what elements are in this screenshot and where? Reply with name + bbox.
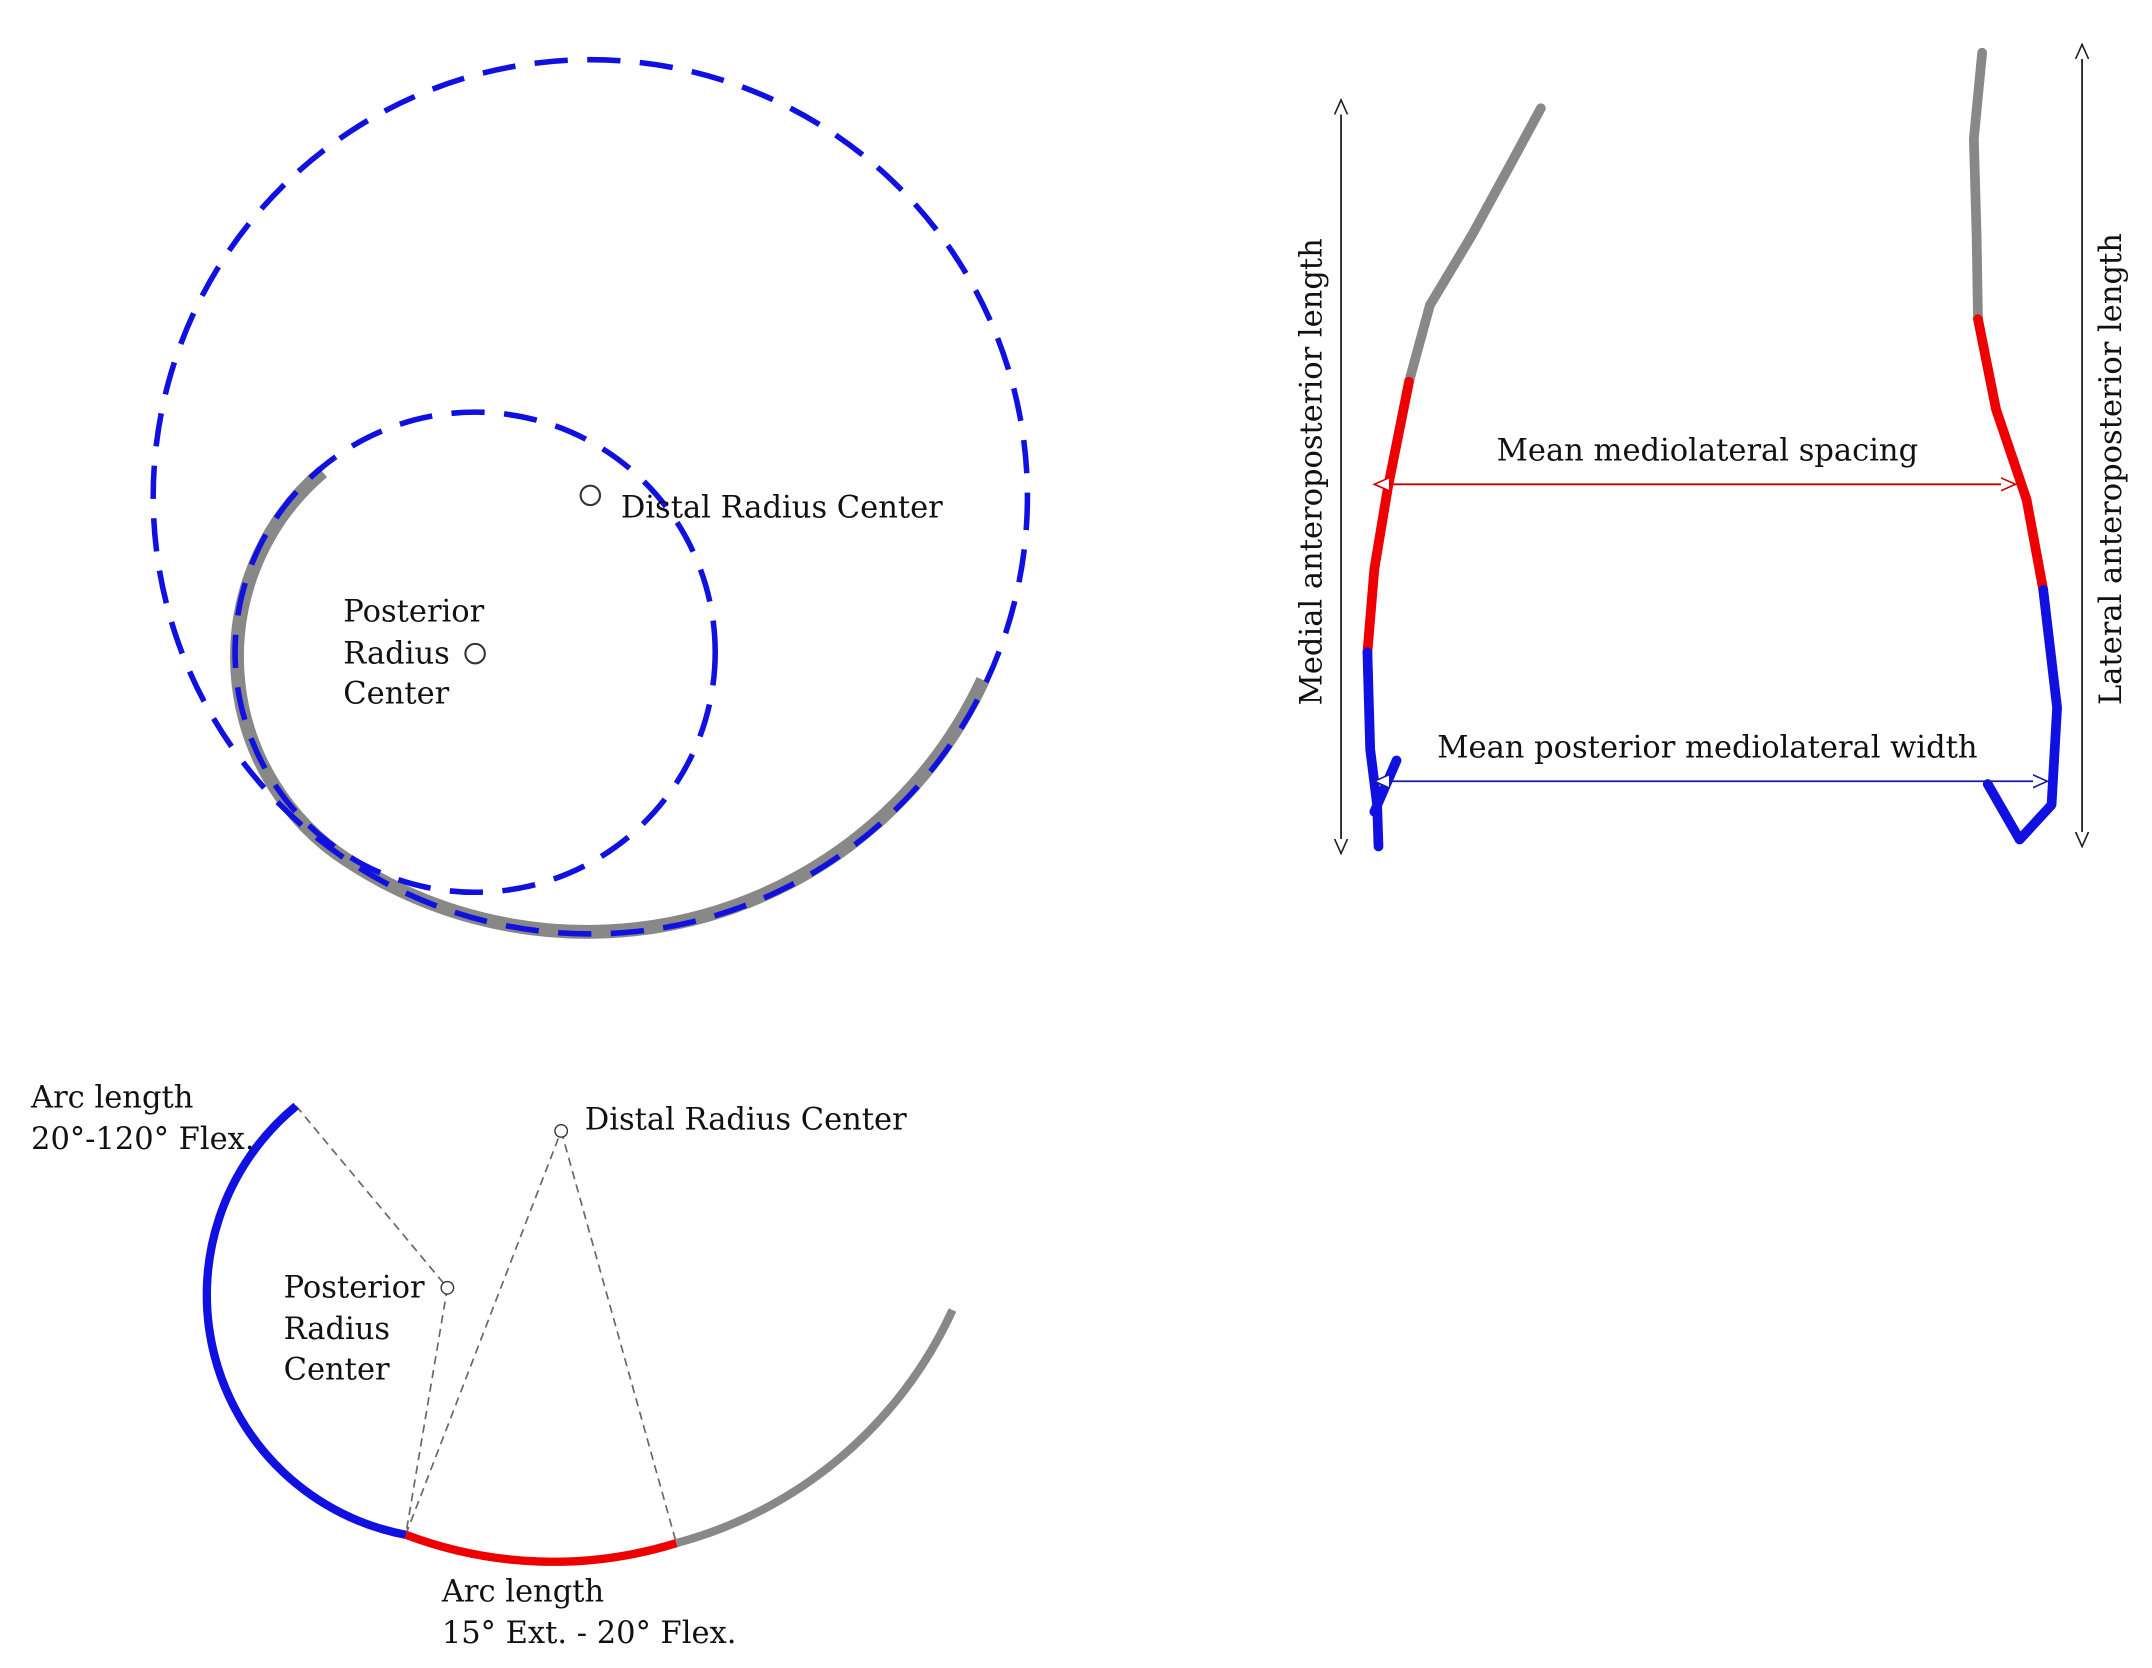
label: Mean mediolateral spacing bbox=[1497, 434, 1918, 469]
distal-center bbox=[554, 1124, 569, 1138]
label: Posterior bbox=[343, 595, 484, 630]
label: Center bbox=[284, 1352, 390, 1387]
label: Distal Radius Center bbox=[585, 1103, 907, 1138]
bottom-left-panel: Arc length 20°-120° Flex. Distal Radius … bbox=[30, 1080, 957, 1651]
label: Distal Radius Center bbox=[621, 491, 943, 526]
label: Radius bbox=[343, 636, 449, 671]
label: Center bbox=[343, 677, 449, 712]
top-left-panel: Distal Radius Center Posterior Radius Ce… bbox=[150, 56, 1031, 939]
medial-red bbox=[1362, 376, 1414, 658]
label: Lateral anteroposterior length bbox=[2094, 233, 2129, 705]
red-arc bbox=[404, 1530, 678, 1566]
posterior-center bbox=[464, 642, 486, 665]
label: Radius bbox=[284, 1312, 390, 1347]
lateral-red bbox=[1973, 314, 2049, 595]
label: Arc length bbox=[30, 1080, 193, 1115]
posterior-circle bbox=[232, 409, 718, 896]
lateral-gray bbox=[1968, 47, 1988, 325]
blue-arc bbox=[202, 1102, 407, 1539]
label: Posterior bbox=[284, 1270, 425, 1305]
medial-gray bbox=[1404, 103, 1546, 387]
label: 20°-120° Flex. bbox=[31, 1122, 255, 1157]
radius-lines bbox=[295, 1105, 678, 1544]
distal-circle bbox=[150, 56, 1031, 937]
label: Arc length bbox=[441, 1574, 604, 1609]
label: Mean posterior mediolateral width bbox=[1437, 731, 1977, 766]
gray-profile bbox=[230, 466, 990, 939]
lateral-blue bbox=[1982, 584, 2062, 845]
right-panel bbox=[1341, 44, 2082, 853]
gray-arc bbox=[675, 1308, 957, 1548]
label: Medial anteroposterior length bbox=[1295, 238, 1330, 705]
posterior-center bbox=[440, 1280, 455, 1295]
distal-center bbox=[579, 484, 602, 507]
medial-blue bbox=[1362, 647, 1402, 852]
label: 15° Ext. - 20° Flex. bbox=[442, 1616, 737, 1651]
